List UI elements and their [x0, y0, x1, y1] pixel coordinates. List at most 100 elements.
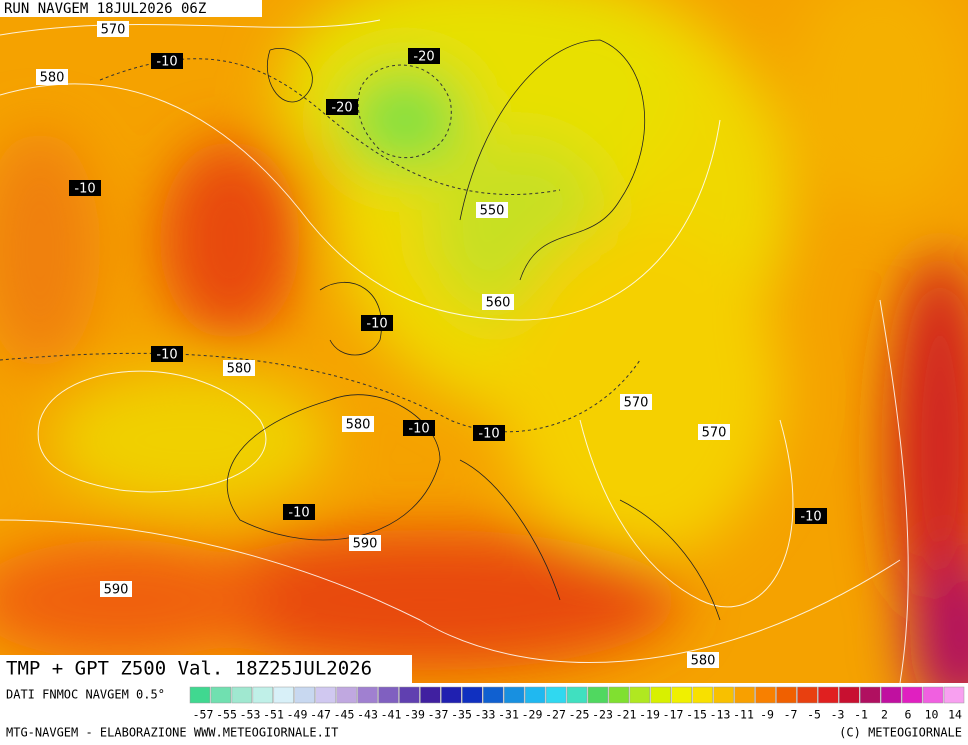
legend-swatch [336, 686, 357, 704]
legend-label: -11 [733, 708, 754, 722]
temp-label: -20 [413, 50, 434, 65]
legend-label: -53 [240, 708, 261, 722]
legend-swatch [650, 686, 672, 704]
legend-swatch [189, 686, 211, 704]
legend-swatch [818, 686, 839, 704]
legend-swatch [839, 686, 860, 704]
height-label-box [223, 360, 255, 376]
height-label-box [482, 294, 514, 310]
temp-label: -10 [800, 510, 821, 525]
legend-swatch [545, 686, 567, 704]
legend-swatch [315, 686, 336, 704]
legend-label: -25 [569, 708, 590, 722]
legend-swatch [399, 686, 420, 704]
height-label: 570 [101, 23, 126, 38]
height-label-box [100, 581, 132, 597]
temp-label: -10 [74, 182, 95, 197]
legend-swatch [566, 686, 588, 704]
height-label: 550 [480, 204, 505, 219]
legend-swatch [294, 686, 315, 704]
legend-label: -13 [710, 708, 731, 722]
legend-swatch [462, 686, 483, 704]
legend-swatch [901, 686, 923, 704]
header-box [0, 0, 262, 17]
title-box [0, 655, 412, 683]
legend-swatch [692, 686, 713, 704]
temperature-field [0, 0, 968, 683]
legend-label: -29 [522, 708, 543, 722]
temp-label-box [151, 53, 183, 69]
legend-label: -47 [310, 708, 331, 722]
height-label: 580 [40, 71, 65, 86]
legend-swatch [943, 686, 965, 704]
temp-label: -10 [288, 506, 309, 521]
temp-label-box [408, 48, 440, 64]
height-label: 590 [104, 583, 129, 598]
temp-label: -10 [156, 348, 177, 363]
temp-label-box [795, 508, 827, 524]
legend-label: -3 [831, 708, 845, 722]
temp-label-box [283, 504, 315, 520]
legend-swatch [503, 686, 525, 704]
legend-label: -19 [639, 708, 660, 722]
legend-label: -41 [381, 708, 402, 722]
legend-label: -9 [760, 708, 774, 722]
legend-label: -49 [287, 708, 308, 722]
legend-swatch [713, 686, 734, 704]
legend-label: -37 [428, 708, 449, 722]
legend-label: 6 [905, 708, 912, 722]
height-label: 570 [702, 426, 727, 441]
legend-label: -23 [592, 708, 613, 722]
legend-swatch [524, 686, 546, 704]
height-label-box [687, 652, 719, 668]
legend-swatch [797, 686, 818, 704]
legend-label: -17 [663, 708, 684, 722]
height-label: 580 [691, 654, 716, 669]
legend-swatch [608, 686, 630, 704]
height-label-box [97, 21, 129, 37]
height-label-box [698, 424, 730, 440]
legend-swatch [273, 686, 294, 704]
temp-label-box [326, 99, 358, 115]
height-label-box [476, 202, 508, 218]
height-contours [0, 19, 909, 684]
legend-label: 10 [925, 708, 939, 722]
legend-swatch [629, 686, 651, 704]
legend-swatch [776, 686, 797, 704]
temp-label: -10 [408, 422, 429, 437]
temp-label-box [403, 420, 435, 436]
temp-label: -10 [156, 55, 177, 70]
legend-label: -39 [404, 708, 425, 722]
legend-label: -55 [216, 708, 237, 722]
height-label-box [620, 394, 652, 410]
legend-label: -27 [545, 708, 566, 722]
temp-label: -10 [366, 317, 387, 332]
legend-swatch [671, 686, 692, 704]
height-label: 560 [486, 296, 511, 311]
height-label-box [349, 535, 381, 551]
data-source: DATI FNMOC NAVGEM 0.5° [6, 688, 165, 702]
legend-label: -57 [193, 708, 214, 722]
legend-swatch [755, 686, 776, 704]
temp-label: -20 [331, 101, 352, 116]
run-label: RUN NAVGEM 18JUL2026 06Z [4, 1, 206, 17]
legend-label: -43 [357, 708, 378, 722]
legend-swatch [441, 686, 462, 704]
legend-label: -45 [334, 708, 355, 722]
legend-swatch [860, 686, 881, 704]
map-title: TMP + GPT Z500 Val. 18Z25JUL2026 [6, 658, 372, 680]
legend-label: -35 [451, 708, 472, 722]
legend-swatch [587, 686, 609, 704]
temp-label-box [473, 425, 505, 441]
temp-label: -10 [478, 427, 499, 442]
legend-swatch [880, 686, 902, 704]
height-label: 580 [346, 418, 371, 433]
legend-label: -7 [784, 708, 798, 722]
legend-swatch [734, 686, 755, 704]
legend-swatch [420, 686, 441, 704]
legend-label: -51 [263, 708, 284, 722]
legend-label: -31 [498, 708, 519, 722]
legend-swatch [231, 686, 253, 704]
temp-label-box [151, 346, 183, 362]
